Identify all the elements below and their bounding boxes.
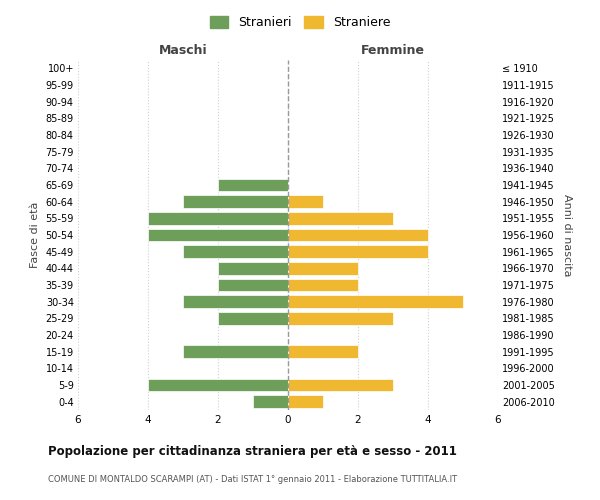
Bar [288, 379, 393, 391]
Bar [288, 196, 323, 208]
Bar [148, 229, 288, 241]
Bar [288, 212, 393, 224]
Bar [218, 312, 288, 324]
Bar [183, 196, 288, 208]
Bar [183, 246, 288, 258]
Text: Femmine: Femmine [361, 44, 425, 57]
Text: COMUNE DI MONTALDO SCARAMPI (AT) - Dati ISTAT 1° gennaio 2011 - Elaborazione TUT: COMUNE DI MONTALDO SCARAMPI (AT) - Dati … [48, 475, 457, 484]
Bar [148, 379, 288, 391]
Y-axis label: Anni di nascita: Anni di nascita [562, 194, 572, 276]
Bar [218, 279, 288, 291]
Bar [288, 346, 358, 358]
Bar [183, 346, 288, 358]
Y-axis label: Fasce di età: Fasce di età [30, 202, 40, 268]
Bar [288, 246, 428, 258]
Bar [183, 296, 288, 308]
Bar [288, 229, 428, 241]
Bar [288, 279, 358, 291]
Text: Maschi: Maschi [158, 44, 208, 57]
Text: Popolazione per cittadinanza straniera per età e sesso - 2011: Popolazione per cittadinanza straniera p… [48, 445, 457, 458]
Bar [218, 179, 288, 192]
Bar [253, 396, 288, 408]
Bar [288, 396, 323, 408]
Bar [288, 296, 463, 308]
Bar [218, 262, 288, 274]
Bar [288, 262, 358, 274]
Bar [148, 212, 288, 224]
Legend: Stranieri, Straniere: Stranieri, Straniere [205, 11, 395, 34]
Bar [288, 312, 393, 324]
